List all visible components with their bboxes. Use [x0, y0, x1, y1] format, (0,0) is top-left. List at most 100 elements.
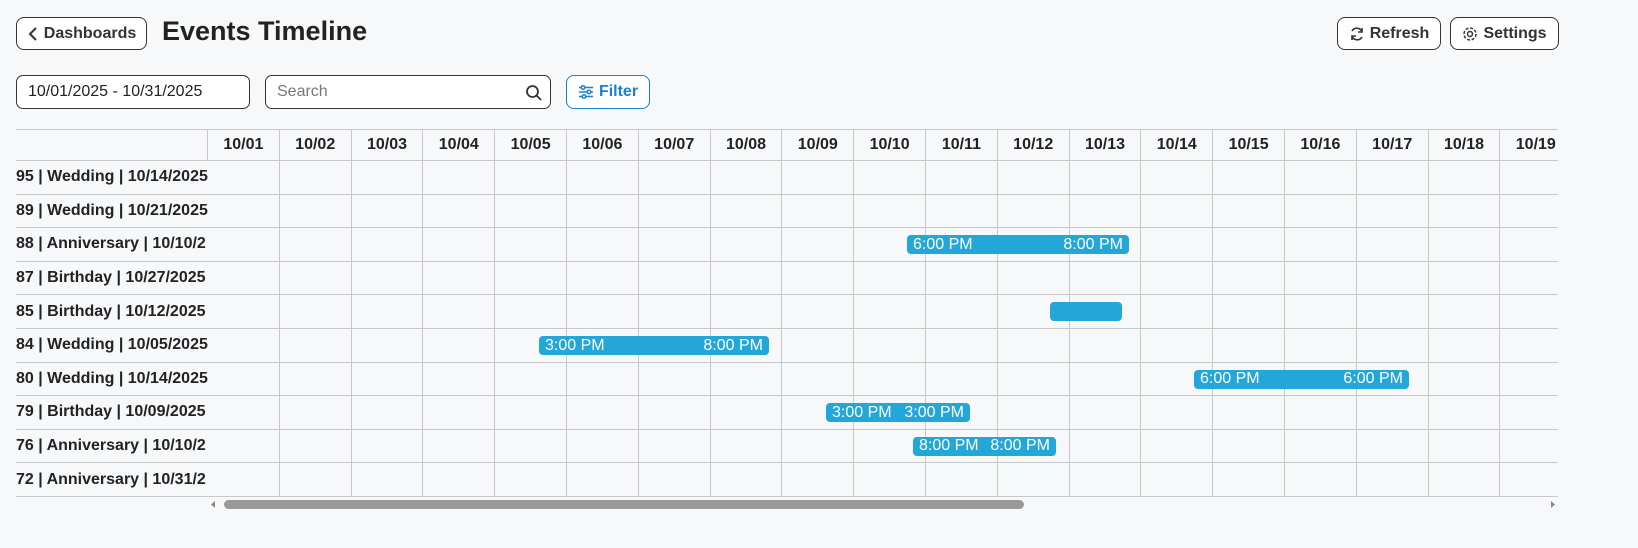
grid-cell [1141, 396, 1214, 430]
grid-cell [710, 329, 783, 363]
grid-cell [1428, 329, 1501, 363]
grid-cell [926, 463, 998, 497]
grid-cell [1141, 329, 1214, 363]
grid-cell [710, 463, 783, 497]
grid-cell [1141, 261, 1214, 296]
grid-cell [208, 329, 280, 363]
column-header: 10/15 [1213, 129, 1285, 161]
grid-cell [1428, 396, 1501, 430]
event-bar[interactable]: 6:00 PM 6:00 PM [1194, 369, 1409, 389]
grid-cell [1213, 396, 1285, 430]
grid-cell [1213, 261, 1285, 296]
grid-cell [1141, 295, 1214, 329]
grid-cell [1069, 228, 1142, 262]
event-bar[interactable] [1050, 302, 1122, 322]
column-header: 10/02 [279, 129, 352, 161]
grid-cell [208, 261, 280, 296]
grid-cell [1356, 295, 1429, 329]
column-header: 10/17 [1356, 129, 1429, 161]
search-input[interactable]: Search [265, 75, 551, 109]
grid-cell [208, 429, 280, 464]
row-label: 84 | Wedding | 10/05/2025 [16, 329, 208, 363]
settings-label: Settings [1483, 24, 1547, 42]
row-label: 72 | Anniversary | 10/31/2 [16, 463, 208, 497]
grid-cell [1428, 194, 1501, 229]
grid-cell [1428, 463, 1501, 497]
column-header: 10/11 [926, 129, 998, 161]
grid-cell [1285, 329, 1357, 363]
grid-cell [351, 194, 424, 229]
grid-cell [1069, 362, 1142, 397]
grid-cell [854, 463, 926, 497]
grid-cell [782, 463, 855, 497]
grid-cell [1141, 194, 1214, 229]
grid-cell [351, 463, 424, 497]
grid-cell [279, 396, 352, 430]
filter-icon [578, 84, 593, 100]
grid-cell [1069, 429, 1142, 464]
grid-cell [208, 463, 280, 497]
grid-cell [423, 329, 496, 363]
column-header: 10/07 [638, 129, 711, 161]
scrollbar-graphic [211, 500, 1555, 509]
grid-cell [710, 362, 783, 397]
grid-cell [423, 194, 496, 229]
grid-cell [423, 362, 496, 397]
grid-cell [854, 161, 926, 195]
grid-cell [1500, 396, 1558, 430]
grid-cell [1141, 463, 1214, 497]
grid-cell [208, 161, 280, 195]
grid-cell [1500, 262, 1558, 296]
grid-cell [1141, 161, 1214, 195]
grid-cell [638, 194, 711, 229]
filter-button[interactable]: Filter [566, 75, 650, 109]
grid-cell [1500, 329, 1558, 363]
grid-cell [495, 161, 567, 195]
grid-cell [1213, 295, 1285, 329]
grid-cell [1500, 430, 1558, 464]
grid-cell [279, 463, 352, 497]
back-button[interactable]: Dashboards [16, 17, 147, 50]
date-range-input[interactable]: 10/01/2025 - 10/31/2025 [16, 75, 250, 109]
event-bar[interactable]: 8:00 PM 8:00 PM [913, 436, 1056, 456]
grid-cell [638, 295, 711, 329]
horizontal-scrollbar[interactable] [208, 498, 1558, 511]
grid-cell [1356, 396, 1429, 430]
grid-cell [567, 295, 639, 329]
grid-cell [710, 295, 783, 329]
row-label: 85 | Birthday | 10/12/2025 [16, 295, 208, 329]
grid-cell [710, 194, 783, 229]
grid-cell [351, 429, 424, 464]
grid-cell [638, 362, 711, 397]
grid-cell [1356, 429, 1429, 464]
grid-cell [1285, 161, 1357, 195]
grid-cell [1213, 463, 1285, 497]
grid-cell [638, 161, 711, 195]
grid-cell [997, 329, 1070, 363]
event-bar[interactable]: 6:00 PM 8:00 PM [907, 235, 1129, 255]
refresh-button[interactable]: Refresh [1337, 17, 1441, 50]
grid-cell [279, 194, 352, 229]
settings-button[interactable]: Settings [1450, 17, 1559, 50]
grid-cell [351, 329, 424, 363]
grid-cell [1428, 295, 1501, 329]
row-label: 80 | Wedding | 10/14/2025 [16, 363, 208, 397]
grid-cell [1069, 396, 1142, 430]
column-header: 10/05 [495, 129, 567, 161]
back-label: Dashboards [43, 24, 137, 42]
grid-cell [495, 295, 567, 329]
grid-cell [1356, 261, 1429, 296]
gear-icon [1463, 26, 1478, 41]
grid-cell [997, 362, 1070, 397]
event-end-time: 3:00 PM [904, 403, 964, 421]
column-header: 10/01 [208, 129, 280, 161]
row-label: 88 | Anniversary | 10/10/2 [16, 228, 208, 262]
search-placeholder: Search [277, 83, 328, 100]
search-icon [526, 85, 542, 101]
filter-label: Filter [598, 83, 639, 100]
column-header: 10/06 [567, 129, 639, 161]
event-bar[interactable]: 3:00 PM 3:00 PM [826, 403, 970, 423]
event-bar[interactable]: 3:00 PM 8:00 PM [539, 336, 769, 355]
column-header: 10/09 [782, 129, 855, 161]
grid-cell [567, 429, 639, 464]
